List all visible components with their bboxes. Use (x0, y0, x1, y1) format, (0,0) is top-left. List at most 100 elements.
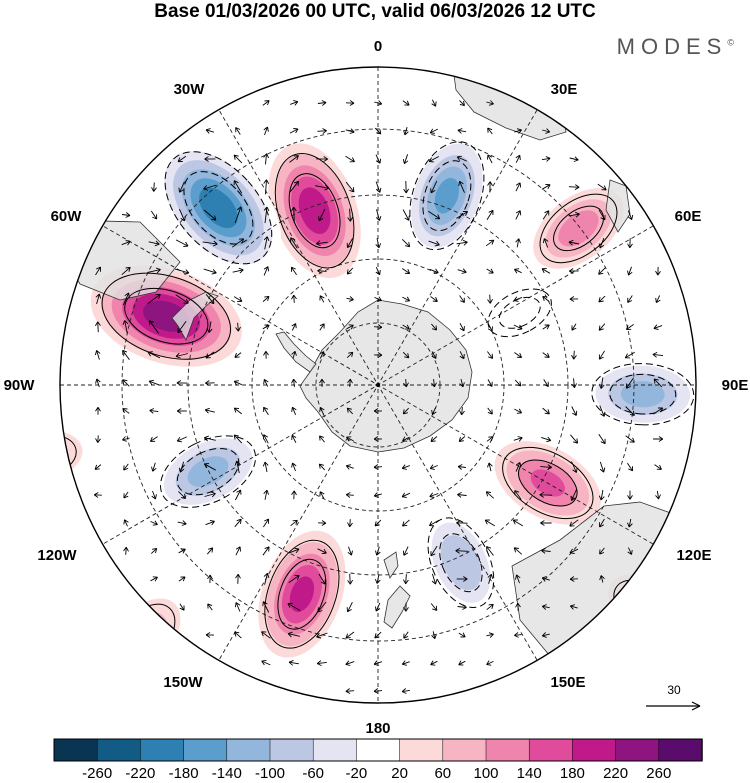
wind-vector-head (208, 547, 214, 553)
wind-vector-shaft (205, 129, 215, 133)
colorbar-swatch (356, 738, 401, 762)
wind-vector-shaft (459, 351, 465, 359)
wind-vector-head (321, 100, 327, 106)
wind-vector-shaft (599, 237, 605, 249)
wind-vector (151, 462, 157, 472)
wind-vector-shaft (346, 351, 354, 359)
wind-vector (403, 180, 409, 194)
wind-vector-shaft (486, 603, 494, 611)
wind-vector (233, 296, 243, 302)
wind-vector-head (122, 349, 128, 356)
wind-vector-shaft (375, 267, 381, 275)
wind-vector-shaft (568, 241, 580, 245)
wind-vector (175, 294, 189, 304)
wind-vector-shaft (374, 127, 382, 135)
wind-vector-head (377, 352, 383, 358)
wind-vector-head (541, 547, 546, 554)
wind-vector-shaft (402, 689, 410, 693)
madagascar (605, 179, 631, 233)
wind-vector (346, 267, 354, 275)
wind-vector (150, 520, 158, 526)
wind-vector (599, 461, 606, 473)
wind-vector-head (151, 187, 157, 192)
anomaly-level (623, 588, 669, 631)
wind-vector-head (155, 267, 161, 274)
wind-vector-shaft (403, 631, 409, 639)
wind-vector-shaft (177, 436, 187, 442)
wind-vector (569, 296, 579, 302)
colorbar-tick-label: 140 (517, 765, 542, 782)
wind-vector-shaft (232, 269, 244, 273)
wind-vector-shaft (486, 491, 494, 499)
wind-vector (402, 407, 410, 415)
wind-vector-head (487, 127, 493, 133)
wind-vector-shaft (599, 518, 605, 528)
wind-vector (570, 434, 579, 444)
wind-vector-head (293, 128, 299, 134)
wind-vector-head (317, 268, 322, 274)
wind-vector-shaft (514, 634, 522, 636)
wind-vector (403, 574, 409, 585)
wind-vector-shaft (208, 321, 212, 333)
wind-vector-shaft (204, 437, 216, 441)
wind-vector (486, 546, 494, 556)
wind-vector-head (178, 467, 185, 473)
wind-vector-head (624, 353, 631, 359)
wind-vector-head (598, 384, 605, 389)
wind-vector-head (349, 157, 355, 163)
lon-label-60w: 60W (51, 208, 83, 225)
wind-vector (123, 491, 129, 499)
wind-vector-shaft (543, 379, 549, 387)
wind-vector (428, 210, 441, 220)
wind-vector-shaft (235, 602, 241, 612)
wind-vector-shaft (403, 154, 409, 164)
wind-vector-shaft (486, 268, 494, 274)
wind-vector-shaft (374, 631, 382, 639)
wind-vector-shaft (655, 295, 661, 303)
lon-label-60e: 60E (675, 208, 702, 225)
wind-vector (598, 237, 605, 249)
wind-vector-shaft (152, 462, 156, 472)
wind-vector-head (183, 241, 189, 247)
wind-vector-shaft (403, 546, 409, 556)
wind-vector-shaft (177, 155, 187, 163)
wind-vector-head (373, 660, 379, 666)
wind-vector-head (542, 295, 548, 301)
wind-vector-head (349, 187, 355, 193)
wind-vector (150, 576, 158, 582)
wind-vector-head (236, 489, 242, 495)
wind-vector-head (431, 101, 437, 107)
colorbar-tick-label: 260 (646, 765, 671, 782)
colorbar-swatch (312, 738, 358, 762)
wind-vector (151, 490, 157, 500)
wind-vector-shaft (318, 463, 326, 471)
wind-vector (571, 461, 578, 473)
streamline-contour (264, 539, 340, 649)
wind-vector (347, 208, 353, 222)
wind-vector-head (374, 633, 380, 639)
wind-vector-head (94, 464, 100, 470)
wind-vector-head (346, 242, 352, 248)
wind-vector (287, 631, 300, 638)
wind-vector (263, 179, 270, 195)
wind-vector-shaft (122, 350, 130, 360)
wind-vector-shaft (124, 519, 128, 527)
lon-label-90e: 90E (722, 377, 749, 394)
wind-vector (263, 236, 270, 250)
wind-vector-head (375, 243, 382, 249)
wind-vector (543, 379, 549, 388)
wind-vector-shaft (264, 236, 268, 250)
wind-vector-shaft (487, 322, 493, 332)
colorbar-tick-label: 20 (391, 765, 408, 782)
wind-vector-head (428, 157, 434, 163)
wind-vector (487, 294, 493, 304)
wind-vector (289, 155, 299, 163)
wind-vector-head (544, 352, 550, 358)
wind-vector (540, 520, 552, 526)
wind-vector-shaft (147, 351, 161, 359)
colorbar-swatch (399, 738, 444, 762)
wind-vector (233, 154, 243, 164)
wind-vector-head (347, 550, 353, 556)
wind-vector (205, 128, 215, 134)
wind-vector (541, 436, 552, 443)
